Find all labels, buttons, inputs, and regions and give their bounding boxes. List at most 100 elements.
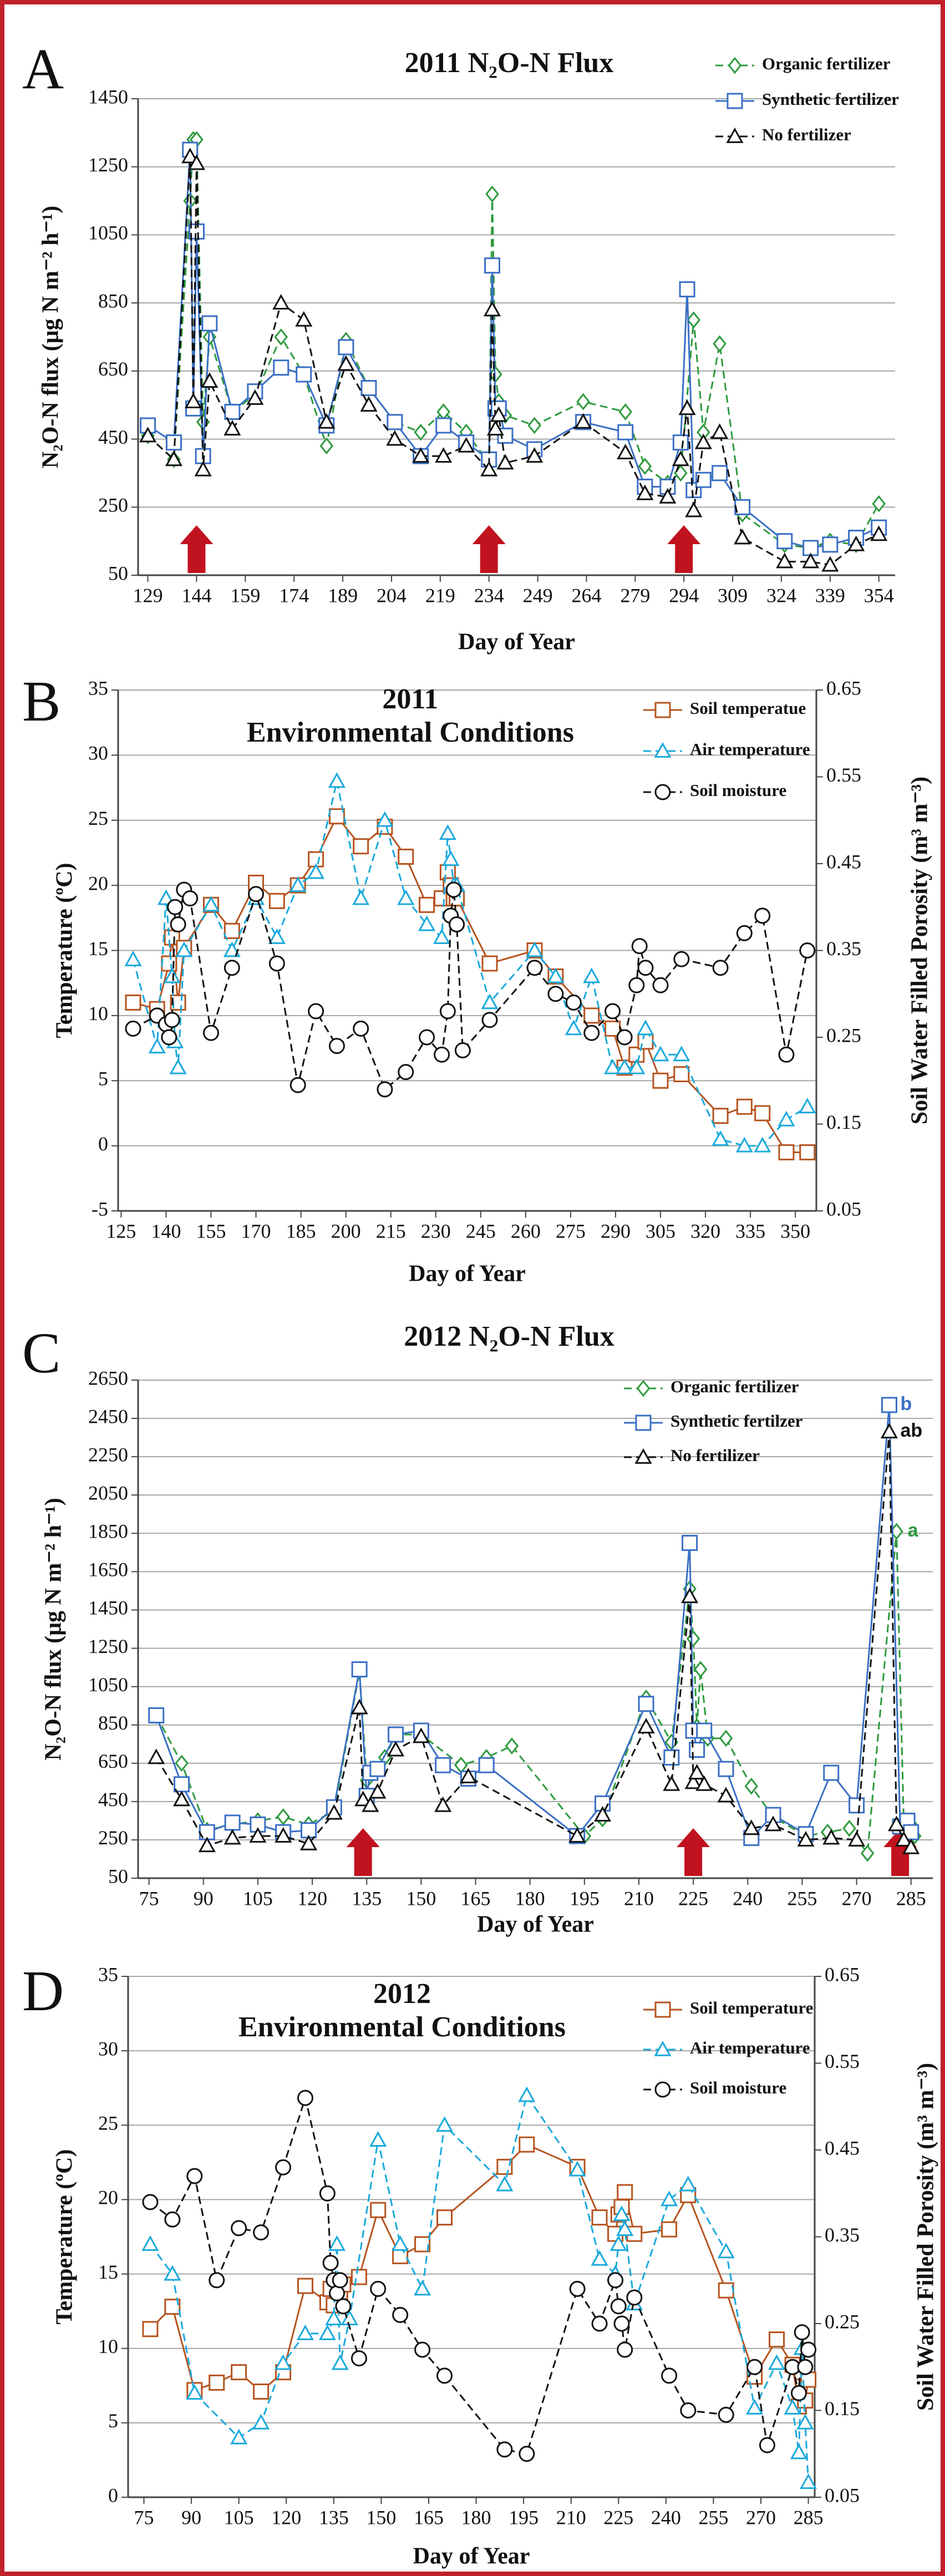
panel-letter: B (22, 670, 60, 733)
marker (547, 967, 565, 983)
marker (631, 938, 648, 955)
marker (776, 552, 794, 569)
marker (275, 2159, 292, 2176)
y2-axis-label: Soil Water Filled Porosity (m³ m⁻³) (907, 777, 933, 1124)
y-tick-label: 2450 (88, 1405, 128, 1427)
marker (328, 808, 345, 825)
marker (360, 396, 378, 412)
x-tick-label: 155 (196, 1220, 226, 1242)
x-tick-label: 324 (766, 584, 796, 606)
marker (353, 1020, 369, 1037)
marker (591, 2315, 608, 2332)
legend-label: Soil moisture (690, 2078, 786, 2097)
legend-marker (728, 57, 742, 74)
marker (387, 414, 403, 430)
x-tick-label: 350 (780, 1220, 810, 1242)
marker (821, 556, 839, 572)
marker (223, 420, 241, 436)
marker (268, 928, 286, 944)
legend-marker (636, 1380, 651, 1397)
y-tick-label: 850 (98, 290, 128, 312)
marker (481, 1012, 498, 1028)
marker (663, 1775, 680, 1791)
marker (823, 1764, 840, 1781)
x-tick-label: 185 (286, 1220, 316, 1242)
marker (481, 993, 499, 1010)
marker (743, 1819, 760, 1835)
marker (434, 1796, 452, 1812)
x-tick-label: 204 (377, 584, 407, 606)
marker (687, 311, 701, 329)
x-tick-label: 195 (509, 2506, 538, 2528)
marker (337, 355, 355, 371)
marker (754, 1105, 771, 1122)
y2-tick-label: 0.25 (826, 1024, 861, 1046)
y-tick-label: 5 (98, 1068, 108, 1090)
y-tick-label: 2050 (88, 1482, 128, 1504)
marker (307, 863, 325, 879)
y2-tick-label: 0.35 (825, 2224, 860, 2246)
marker (799, 1098, 816, 1114)
x-tick-label: 240 (733, 1887, 763, 1909)
marker (607, 2272, 624, 2289)
legend-label: Organic fertilizer (762, 54, 891, 73)
marker (790, 2385, 807, 2401)
y2-axis-label: Soil Water Filled Porosity (m³ m⁻³) (913, 2063, 939, 2411)
marker (490, 406, 507, 422)
marker (435, 1757, 451, 1773)
x-tick-label: 165 (414, 2506, 444, 2528)
marker (575, 413, 592, 429)
x-tick-label: 285 (896, 1887, 926, 1909)
marker (695, 1775, 713, 1791)
marker (616, 2220, 634, 2236)
marker (369, 1761, 386, 1777)
marker (637, 1033, 654, 1050)
marker (301, 1822, 317, 1839)
marker (636, 484, 654, 500)
marker (350, 2269, 367, 2285)
marker (209, 2374, 225, 2391)
marker (713, 335, 726, 353)
marker (681, 1588, 699, 1604)
marker (799, 942, 816, 959)
x-tick-label: 125 (106, 1220, 136, 1242)
y-tick-label: 1250 (88, 1635, 128, 1657)
marker (617, 424, 634, 440)
marker (790, 2443, 808, 2460)
marker (872, 495, 886, 513)
y-tick-label: 0 (98, 1133, 108, 1155)
y-tick-label: 1050 (88, 1674, 128, 1696)
marker (505, 1737, 519, 1755)
marker (328, 772, 346, 788)
marker (449, 916, 465, 933)
marker (684, 1773, 702, 1789)
y2-tick-label: 0.15 (826, 1111, 861, 1133)
marker (322, 2254, 339, 2271)
marker (140, 417, 156, 434)
marker (519, 2136, 535, 2153)
marker (565, 1020, 582, 1036)
marker (616, 1029, 633, 1046)
marker (436, 2209, 453, 2226)
fertilization-arrow (677, 1828, 710, 1876)
marker (679, 2176, 697, 2192)
marker (370, 2280, 387, 2297)
marker (565, 994, 582, 1011)
marker (165, 450, 182, 466)
marker (735, 1137, 753, 1153)
marker (616, 1058, 633, 1074)
legend-marker (654, 2040, 672, 2056)
marker (331, 2354, 349, 2370)
y-tick-label: 10 (88, 1002, 108, 1025)
marker (496, 2176, 514, 2192)
legend-marker (654, 784, 671, 800)
x-tick-label: 255 (787, 1887, 817, 1909)
y-tick-label: 2250 (88, 1443, 128, 1466)
marker (157, 889, 175, 905)
marker (881, 1397, 897, 1413)
marker (246, 389, 264, 405)
marker (526, 960, 543, 976)
marker (628, 1046, 645, 1063)
x-axis-label: Day of Year (413, 2544, 530, 2569)
x-tick-label: 135 (319, 2506, 349, 2528)
